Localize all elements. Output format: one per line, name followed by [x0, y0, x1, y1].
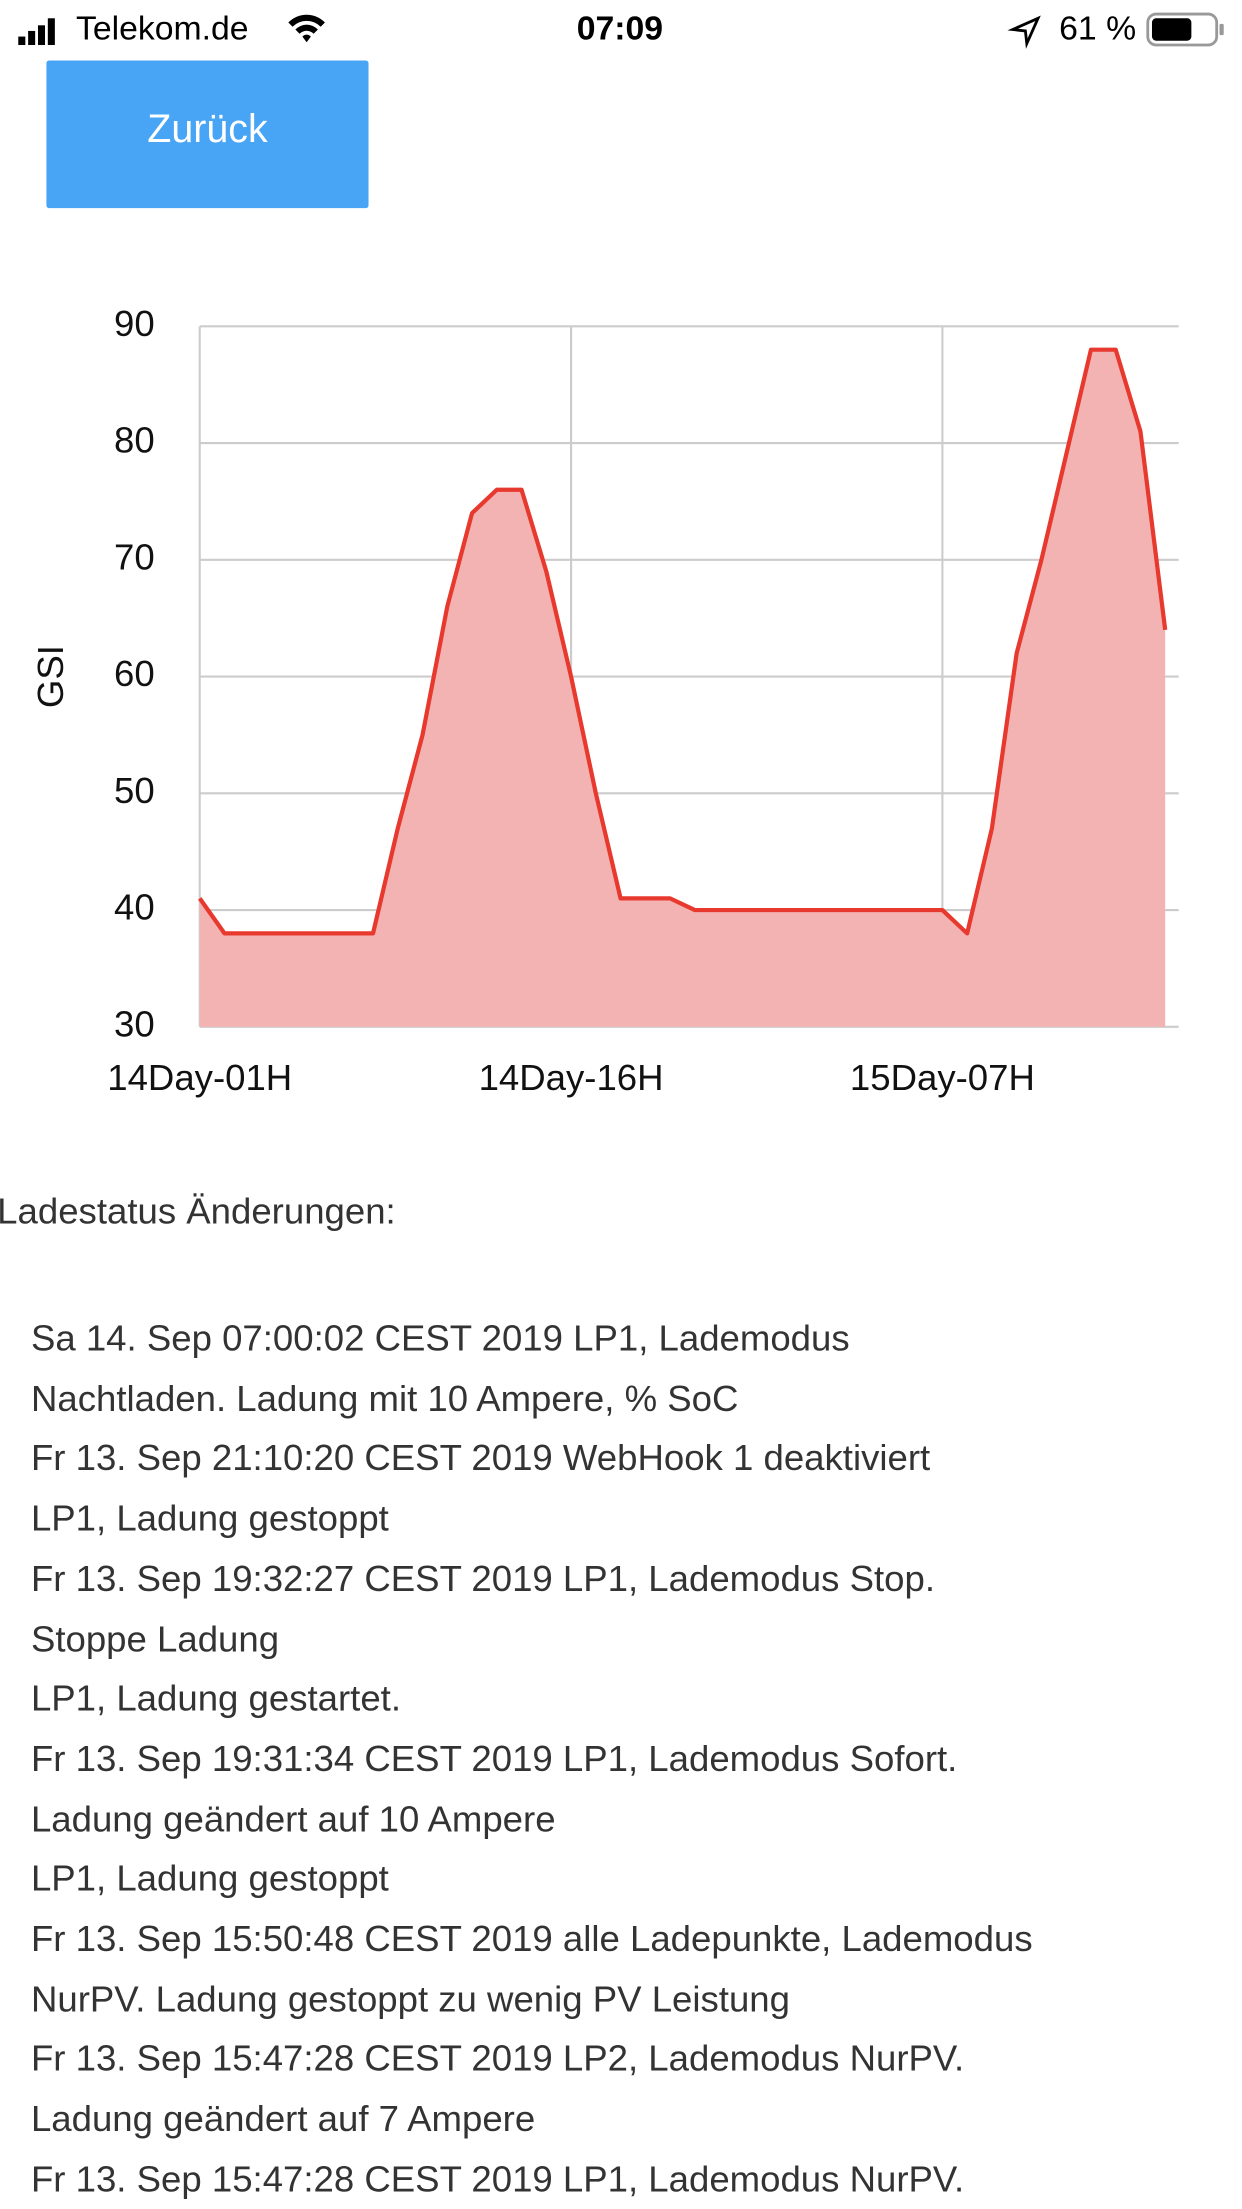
x-tick-label: 14Day-01H	[107, 1057, 292, 1098]
heading: Ladestatus Änderungen:	[0, 1189, 396, 1233]
log-line: Fr 13. Sep 15:50:48 CEST 2019 alle Ladep…	[30, 1917, 1033, 1960]
log-line: LP1, Ladung gestoppt	[30, 1496, 389, 1539]
y-tick-label: 70	[114, 536, 155, 577]
y-tick-label: 90	[114, 303, 155, 344]
carrier: Telekom.de	[75, 9, 249, 48]
back-button[interactable]: Zurück	[46, 60, 369, 209]
log-line: Fr 13. Sep 15:47:28 CEST 2019 LP1, Ladem…	[30, 2157, 965, 2200]
log-line: LP1, Ladung gestoppt	[30, 1857, 389, 1900]
x-tick-label: 15Day-07H	[850, 1057, 1035, 1098]
battery-level: 61 %	[1059, 9, 1137, 48]
status-icons	[18, 12, 1224, 49]
y-tick-label: 60	[114, 653, 155, 694]
x-tick-label: 14Day-16H	[479, 1057, 664, 1098]
log-line: NurPV. Ladung gestoppt zu wenig PV Leist…	[30, 1977, 790, 2020]
y-tick-label: 40	[114, 887, 155, 928]
chart: 30 40 50 60 70 80 90 14Day-01H 14Day-16H 15Day-07…	[30, 303, 1179, 1098]
log-line: Fr 13. Sep 15:47:28 CEST 2019 LP2, Ladem…	[30, 2037, 965, 2080]
y-tick-label: 30	[114, 1003, 155, 1044]
y-tick-label: 80	[114, 420, 155, 461]
log-line: Fr 13. Sep 21:10:20 CEST 2019 WebHook 1 …	[30, 1436, 931, 1479]
status-bar: Telekom.de 07:09 61 %	[0, 0, 1242, 59]
area	[199, 349, 1166, 1027]
log-line: LP1, Ladung gestartet.	[30, 1676, 402, 1720]
clock: 07:09	[576, 9, 664, 48]
log-line: Nachtladen. Ladung mit 10 Ampere, % SoC	[30, 1376, 739, 1419]
line	[198, 347, 1168, 936]
log-line: Ladung geändert auf 10 Ampere	[30, 1797, 556, 1840]
log-line: Sa 14. Sep 07:00:02 CEST 2019 LP1, Ladem…	[30, 1316, 850, 1359]
log-line: Stoppe Ladung	[30, 1616, 280, 1660]
log-line: Fr 13. Sep 19:31:34 CEST 2019 LP1, Ladem…	[30, 1737, 958, 1780]
log-line: Ladung geändert auf 7 Ampere	[30, 2097, 536, 2140]
log-line: Fr 13. Sep 19:32:27 CEST 2019 LP1, Ladem…	[30, 1556, 935, 1600]
y-axis-label: GSI	[30, 645, 71, 708]
y-tick-label: 50	[114, 770, 155, 811]
log: Sa 14. Sep 07:00:02 CEST 2019 LP1, Ladem…	[31, 1308, 1033, 2209]
